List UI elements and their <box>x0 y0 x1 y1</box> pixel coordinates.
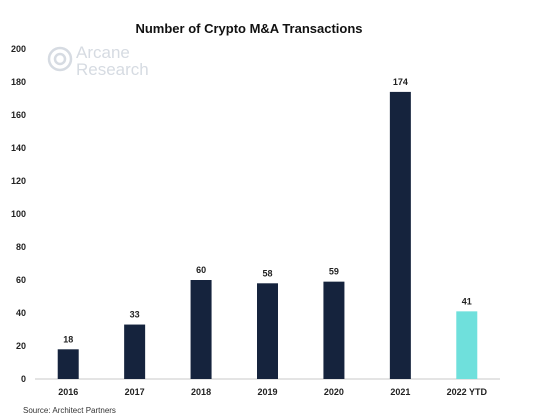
x-ticks: 2016 2017 2018 2019 2020 2021 2022 YTD <box>58 387 487 397</box>
data-label: 60 <box>196 265 206 275</box>
bar-2016 <box>57 349 79 379</box>
y-tick-label: 140 <box>11 143 26 153</box>
x-tick-label: 2016 <box>58 387 78 397</box>
data-label: 18 <box>63 334 73 344</box>
watermark: Arcane Research <box>47 43 149 79</box>
y-tick-label: 120 <box>11 176 26 186</box>
data-label: 41 <box>462 296 472 306</box>
y-tick-label: 200 <box>11 44 26 54</box>
bar-2020 <box>323 281 345 379</box>
bar-2022-ytd <box>456 311 478 379</box>
x-tick-label: 2022 YTD <box>447 387 488 397</box>
y-tick-label: 80 <box>16 242 26 252</box>
y-tick-label: 60 <box>16 275 26 285</box>
y-tick-label: 20 <box>16 341 26 351</box>
bar-2017 <box>124 324 146 379</box>
y-tick-label: 180 <box>11 77 26 87</box>
bars <box>57 91 478 380</box>
data-label: 59 <box>329 267 339 277</box>
arcane-research-logo-icon <box>47 46 73 72</box>
watermark-line2: Research <box>76 60 149 79</box>
x-tick-label: 2017 <box>125 387 145 397</box>
bar-2021 <box>389 91 411 380</box>
x-tick-label: 2018 <box>191 387 211 397</box>
y-tick-label: 160 <box>11 110 26 120</box>
y-tick-label: 100 <box>11 209 26 219</box>
data-labels: 18 33 60 58 59 174 41 <box>63 77 472 344</box>
x-tick-label: 2020 <box>324 387 344 397</box>
data-label: 33 <box>130 310 140 320</box>
y-tick-label: 0 <box>21 374 26 384</box>
chart-title: Number of Crypto M&A Transactions <box>135 21 362 36</box>
y-tick-label: 40 <box>16 308 26 318</box>
x-tick-label: 2019 <box>257 387 277 397</box>
data-label: 174 <box>393 77 408 87</box>
watermark-line1: Arcane <box>76 43 130 62</box>
bar-2019 <box>257 283 278 379</box>
data-label: 58 <box>262 268 272 278</box>
bar-2018 <box>190 280 212 379</box>
x-tick-label: 2021 <box>390 387 410 397</box>
source-note: Source: Architect Partners <box>23 406 116 415</box>
y-axis: 0 20 40 60 80 100 120 140 160 180 200 <box>11 44 26 384</box>
